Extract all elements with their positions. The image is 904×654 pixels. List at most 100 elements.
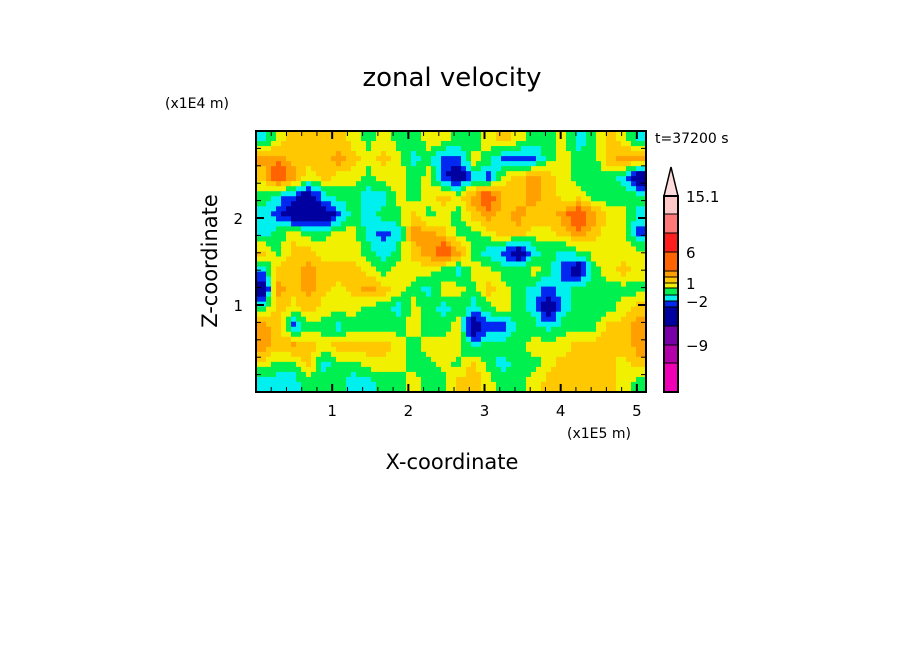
contour-cell — [566, 316, 572, 323]
contour-cell — [441, 191, 447, 197]
contour-cell — [511, 286, 517, 293]
contour-cell — [431, 251, 437, 257]
x-tick-label: 5 — [632, 402, 642, 420]
contour-cell — [316, 201, 322, 207]
contour-cell — [386, 166, 392, 172]
contour-cell — [271, 296, 277, 303]
contour-cell — [416, 261, 422, 267]
contour-cell — [426, 351, 432, 358]
contour-cell — [531, 291, 537, 298]
contour-cell — [301, 186, 307, 192]
contour-cell — [541, 191, 547, 197]
contour-cell — [606, 231, 612, 237]
contour-cell — [301, 276, 307, 282]
contour-cell — [381, 221, 387, 227]
contour-cell — [411, 236, 417, 242]
contour-cell — [426, 296, 432, 303]
contour-cell — [266, 176, 272, 182]
contour-cell — [461, 236, 467, 242]
contour-cell — [471, 291, 477, 298]
contour-cell — [596, 306, 602, 313]
contour-cell — [516, 306, 522, 313]
contour-cell — [436, 211, 442, 217]
contour-cell — [486, 266, 492, 272]
contour-cell — [486, 141, 492, 147]
contour-cell — [516, 376, 522, 383]
contour-cell — [326, 221, 332, 227]
contour-cell — [371, 346, 377, 353]
contour-cell — [441, 276, 447, 282]
contour-cell — [586, 171, 592, 177]
contour-cell — [356, 221, 362, 227]
contour-cell — [286, 176, 292, 182]
contour-cell — [446, 241, 452, 247]
contour-cell — [366, 226, 372, 232]
contour-cell — [286, 241, 292, 247]
contour-cell — [466, 231, 472, 237]
contour-cell — [456, 161, 462, 167]
contour-cell — [471, 356, 477, 363]
contour-cell — [556, 326, 562, 333]
contour-cell — [291, 351, 297, 358]
contour-cell — [356, 186, 362, 192]
contour-cell — [446, 271, 452, 277]
contour-cell — [481, 216, 487, 222]
contour-cell — [491, 151, 497, 157]
contour-cell — [411, 336, 417, 343]
contour-cell — [381, 166, 387, 172]
contour-cell — [621, 321, 627, 328]
contour-cell — [341, 281, 347, 287]
contour-cell — [316, 311, 322, 318]
contour-cell — [456, 271, 462, 277]
contour-cell — [451, 306, 457, 313]
contour-cell — [381, 311, 387, 318]
contour-cell — [396, 346, 402, 353]
contour-cell — [401, 191, 407, 197]
contour-cell — [631, 251, 637, 257]
contour-cell — [421, 231, 427, 237]
contour-cell — [551, 216, 557, 222]
contour-cell — [626, 176, 632, 182]
contour-cell — [451, 366, 457, 373]
contour-cell — [421, 181, 427, 187]
contour-cell — [401, 351, 407, 358]
contour-cell — [286, 216, 292, 222]
contour-cell — [436, 281, 442, 287]
colorbar-label: −2 — [686, 293, 708, 311]
contour-cell — [546, 256, 552, 262]
contour-cell — [546, 361, 552, 368]
contour-cell — [501, 256, 507, 262]
contour-cell — [266, 151, 272, 157]
contour-cell — [521, 136, 527, 142]
contour-cell — [576, 341, 582, 348]
contour-cell — [326, 266, 332, 272]
contour-cell — [636, 136, 642, 142]
contour-cell — [441, 166, 447, 172]
contour-cell — [521, 336, 527, 343]
contour-cell — [521, 131, 527, 137]
contour-cell — [331, 286, 337, 293]
contour-cell — [486, 361, 492, 368]
contour-cell — [551, 196, 557, 202]
contour-cell — [316, 316, 322, 323]
contour-cell — [446, 256, 452, 262]
contour-cell — [566, 291, 572, 298]
contour-cell — [311, 181, 317, 187]
contour-cell — [391, 191, 397, 197]
contour-cell — [541, 341, 547, 348]
contour-cell — [621, 276, 627, 282]
contour-cell — [451, 196, 457, 202]
contour-cell — [546, 246, 552, 252]
contour-cell — [476, 161, 482, 167]
contour-cell — [591, 191, 597, 197]
contour-cell — [271, 136, 277, 142]
contour-cell — [271, 291, 277, 298]
contour-cell — [586, 351, 592, 358]
contour-cell — [521, 286, 527, 293]
contour-cell — [571, 271, 577, 277]
contour-cell — [476, 386, 482, 393]
contour-cell — [621, 331, 627, 338]
contour-cell — [596, 311, 602, 318]
contour-cell — [606, 236, 612, 242]
contour-cell — [446, 161, 452, 167]
